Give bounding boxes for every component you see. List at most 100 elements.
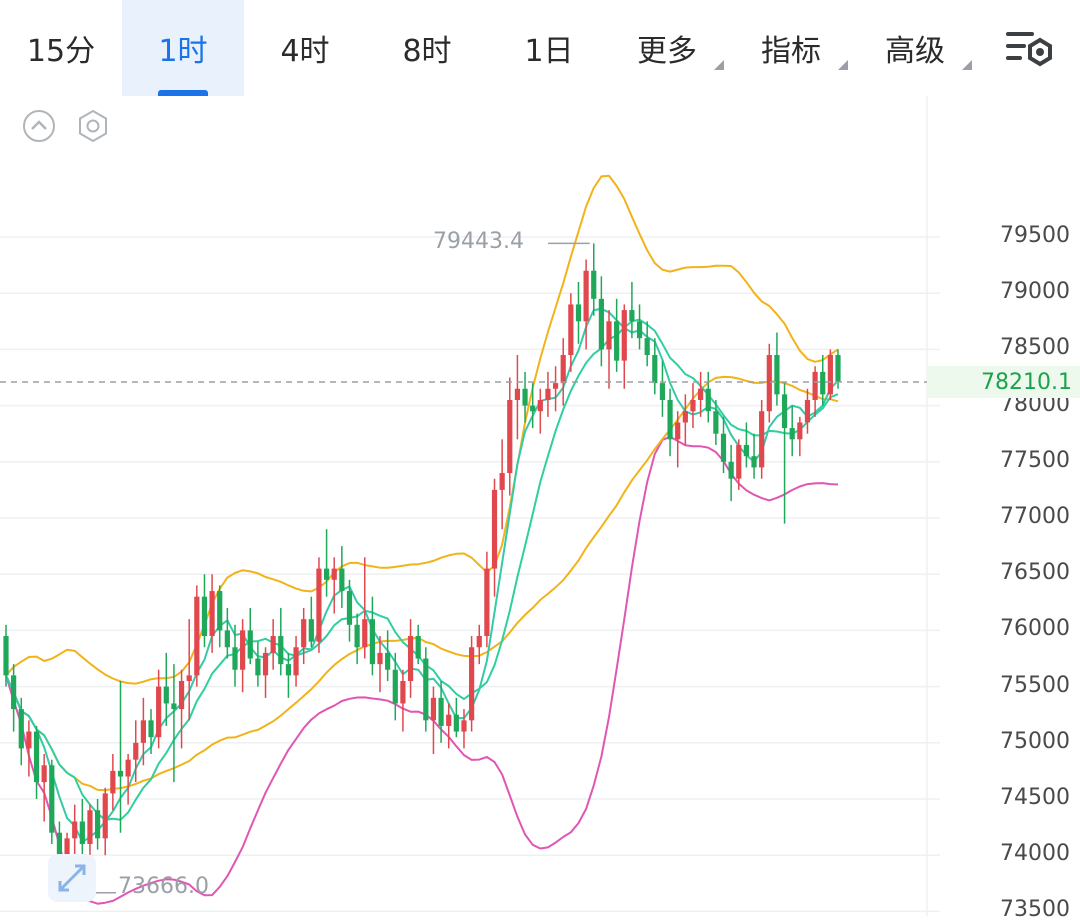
- candle-body: [186, 675, 192, 681]
- candle-body: [644, 338, 650, 356]
- tab-1d[interactable]: 1日: [488, 0, 610, 96]
- candle-body: [530, 405, 536, 412]
- candle-body: [163, 686, 169, 704]
- candle-body: [407, 636, 414, 681]
- candle-body: [835, 355, 841, 382]
- candle-body: [659, 383, 666, 400]
- candle-body: [18, 709, 24, 749]
- candle-body: [537, 399, 543, 412]
- hexagon-settings-icon[interactable]: [76, 109, 110, 143]
- y-axis-label: 79500: [1000, 223, 1070, 248]
- candle-body: [316, 568, 322, 642]
- tab-more[interactable]: 更多: [612, 0, 724, 96]
- y-axis-label: 78500: [1000, 335, 1070, 361]
- candle-body: [377, 652, 383, 665]
- tab-label: 15分: [26, 34, 96, 69]
- tab-8h[interactable]: 8时: [366, 0, 488, 96]
- candle-body: [636, 321, 643, 339]
- y-axis-label: 76000: [1000, 616, 1070, 642]
- y-axis-label: 74500: [1000, 785, 1070, 810]
- y-axis-label: 79000: [1000, 279, 1070, 305]
- candle-body: [682, 411, 688, 423]
- candle-body: [736, 444, 742, 479]
- price-chart[interactable]: [0, 96, 1080, 916]
- candle-body: [133, 742, 139, 760]
- tab-label: 8时: [402, 34, 452, 69]
- candle-body: [308, 619, 314, 642]
- candle-body: [201, 596, 208, 637]
- tab-label: 指标: [761, 34, 821, 69]
- candle-body: [430, 697, 437, 721]
- candle-body: [507, 399, 513, 474]
- candle-body: [56, 832, 63, 873]
- candle-body: [614, 321, 620, 361]
- candle-body: [438, 697, 444, 726]
- settings-list-icon[interactable]: [1002, 26, 1056, 70]
- candle-body: [262, 652, 269, 676]
- dropdown-triangle-icon: [838, 60, 848, 70]
- candle-body: [125, 759, 131, 777]
- candle-body: [713, 411, 719, 434]
- candle-body: [247, 630, 253, 659]
- y-axis-label: 77000: [1000, 504, 1070, 529]
- candle-body: [278, 636, 284, 665]
- candle-body: [110, 770, 116, 794]
- tab-label: 高级: [885, 34, 945, 69]
- candle-body: [446, 714, 452, 726]
- candle-body: [797, 422, 803, 440]
- tab-label: 1时: [158, 34, 208, 69]
- candle-body: [270, 636, 276, 653]
- low-price-label: 73666.0: [118, 874, 209, 899]
- tab-4h[interactable]: 4时: [244, 0, 366, 96]
- candle-body: [301, 619, 307, 648]
- candle-body: [178, 680, 185, 710]
- candle-body: [812, 371, 818, 400]
- y-axis-label: 77500: [1000, 447, 1070, 473]
- candle-body: [72, 821, 78, 839]
- candle-body: [491, 489, 498, 569]
- candle-body: [385, 652, 391, 670]
- y-axis-label: 74000: [1000, 841, 1070, 867]
- candle-body: [560, 355, 566, 384]
- y-axis-label: 76500: [1000, 560, 1070, 586]
- chevron-up-circle-icon[interactable]: [22, 109, 56, 143]
- candle-body: [804, 399, 811, 423]
- candle-body: [331, 568, 337, 580]
- boll-lower-line: [5, 435, 839, 905]
- candle-body: [820, 371, 826, 395]
- tab-label: 更多: [637, 34, 697, 69]
- candle-body: [552, 383, 559, 389]
- candle-body: [209, 591, 215, 637]
- candle-body: [652, 355, 658, 384]
- candle-body: [11, 675, 17, 710]
- candle-body: [484, 568, 490, 637]
- candle-body: [583, 270, 589, 322]
- candle-body: [354, 624, 360, 648]
- tab-1h[interactable]: 1时: [122, 0, 244, 96]
- candle-body: [156, 686, 162, 738]
- candle-body: [217, 591, 223, 631]
- candle-body: [240, 630, 246, 670]
- candle-body: [781, 394, 788, 429]
- expand-arrows-icon[interactable]: [48, 854, 96, 902]
- tab-advanced[interactable]: 高级: [860, 0, 972, 96]
- candle-body: [194, 596, 200, 676]
- y-axis-label: 75000: [1000, 728, 1070, 754]
- tab-15m[interactable]: 15分: [0, 0, 122, 96]
- candle-body: [323, 568, 330, 580]
- candle-body: [667, 399, 673, 440]
- tab-label: 1日: [524, 34, 574, 69]
- candle-body: [423, 658, 429, 721]
- candle-body: [285, 664, 292, 676]
- tab-indicators[interactable]: 指标: [736, 0, 848, 96]
- tab-label: 4时: [280, 34, 330, 69]
- candle-body: [575, 304, 582, 322]
- candle-body: [720, 433, 727, 462]
- candle-body: [224, 630, 230, 648]
- dropdown-triangle-icon: [962, 60, 972, 70]
- candle-body: [3, 636, 9, 676]
- candle-body: [774, 355, 780, 395]
- candle-body: [827, 355, 833, 395]
- candle-body: [102, 793, 108, 839]
- candle-body: [514, 388, 521, 400]
